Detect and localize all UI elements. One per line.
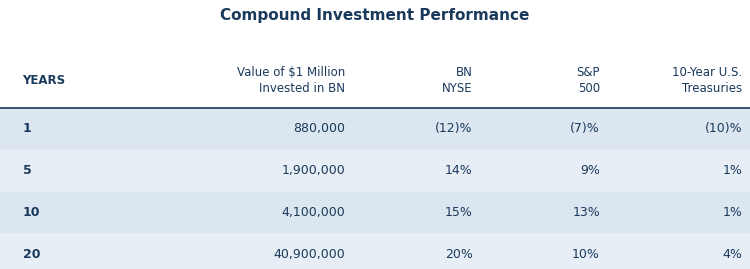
Text: 10: 10 [22,206,40,219]
Text: 10%: 10% [572,248,600,261]
Text: 1%: 1% [723,164,742,177]
Text: S&P
500: S&P 500 [577,66,600,95]
Text: 15%: 15% [445,206,472,219]
Text: 10-Year U.S.
Treasuries: 10-Year U.S. Treasuries [672,66,742,95]
Text: 4%: 4% [723,248,742,261]
Text: Compound Investment Performance: Compound Investment Performance [220,8,530,23]
Text: (7)%: (7)% [570,122,600,135]
Text: 1%: 1% [723,206,742,219]
Bar [0,233,750,269]
Bar [0,108,750,150]
Text: BN
NYSE: BN NYSE [442,66,472,95]
Text: 20%: 20% [445,248,472,261]
Text: 880,000: 880,000 [293,122,345,135]
Text: 1,900,000: 1,900,000 [281,164,345,177]
Text: Value of $1 Million
Invested in BN: Value of $1 Million Invested in BN [237,66,345,95]
Text: YEARS: YEARS [22,74,66,87]
Text: 4,100,000: 4,100,000 [281,206,345,219]
Text: 20: 20 [22,248,40,261]
Text: (10)%: (10)% [705,122,742,135]
Text: 1: 1 [22,122,32,135]
Bar [0,54,750,108]
Text: 5: 5 [22,164,32,177]
Text: 9%: 9% [580,164,600,177]
Bar [0,150,750,192]
Text: 40,900,000: 40,900,000 [273,248,345,261]
Text: 13%: 13% [572,206,600,219]
Text: (12)%: (12)% [435,122,472,135]
Text: 14%: 14% [445,164,472,177]
Bar [0,192,750,233]
